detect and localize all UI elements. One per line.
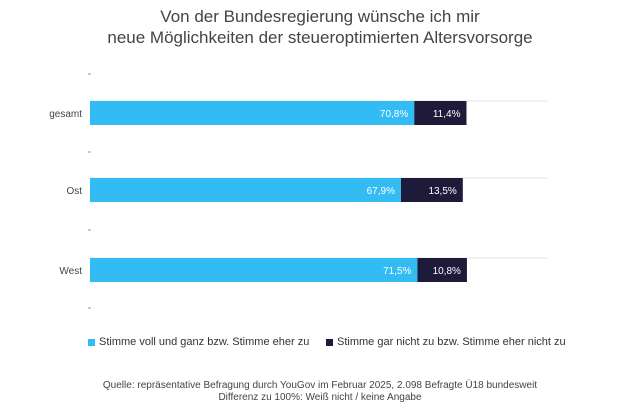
data-label-West-series-0: 71,5% bbox=[383, 266, 411, 277]
data-label-Ost-series-1: 13,5% bbox=[428, 186, 456, 197]
legend-swatch-agree bbox=[88, 338, 95, 346]
chart-legend: Stimme voll und ganz bzw. Stimme eher zu… bbox=[0, 336, 640, 352]
legend-item-agree: Stimme voll und ganz bzw. Stimme eher zu bbox=[88, 336, 309, 348]
bar-West-series-1 bbox=[417, 258, 467, 282]
category-label-West: West bbox=[59, 266, 82, 277]
legend-label-agree: Stimme voll und ganz bzw. Stimme eher zu bbox=[99, 336, 310, 348]
legend-item-disagree: Stimme gar nicht zu bzw. Stimme eher nic… bbox=[326, 336, 566, 348]
bar-Ost-series-0 bbox=[90, 178, 401, 202]
legend-swatch-disagree bbox=[326, 338, 333, 346]
bar-West-series-0 bbox=[90, 258, 418, 282]
source-note: Quelle: repräsentative Befragung durch Y… bbox=[0, 380, 640, 404]
data-label-gesamt-series-0: 70,8% bbox=[380, 109, 408, 120]
data-label-Ost-series-0: 67,9% bbox=[367, 186, 395, 197]
legend-label-disagree: Stimme gar nicht zu bzw. Stimme eher nic… bbox=[337, 336, 566, 348]
category-label-gesamt: gesamt bbox=[49, 109, 82, 120]
category-label-Ost: Ost bbox=[66, 186, 82, 197]
data-label-gesamt-series-1: 11,4% bbox=[433, 109, 461, 120]
data-label-West-series-1: 10,8% bbox=[433, 266, 461, 277]
source-line-2: Differenz zu 100%: Weiß nicht / keine An… bbox=[218, 392, 422, 403]
bar-gesamt-series-1 bbox=[414, 101, 467, 125]
chart-title: Von der Bundesregierung wünsche ich mir … bbox=[0, 6, 640, 48]
source-line-1: Quelle: repräsentative Befragung durch Y… bbox=[102, 380, 538, 391]
chart-title-line-1: Von der Bundesregierung wünsche ich mir bbox=[160, 7, 480, 26]
bar-gesamt-series-0 bbox=[90, 101, 415, 125]
bar-Ost-series-1 bbox=[400, 178, 463, 202]
chart-title-line-2: neue Möglichkeiten der steueroptimierten… bbox=[107, 28, 533, 47]
